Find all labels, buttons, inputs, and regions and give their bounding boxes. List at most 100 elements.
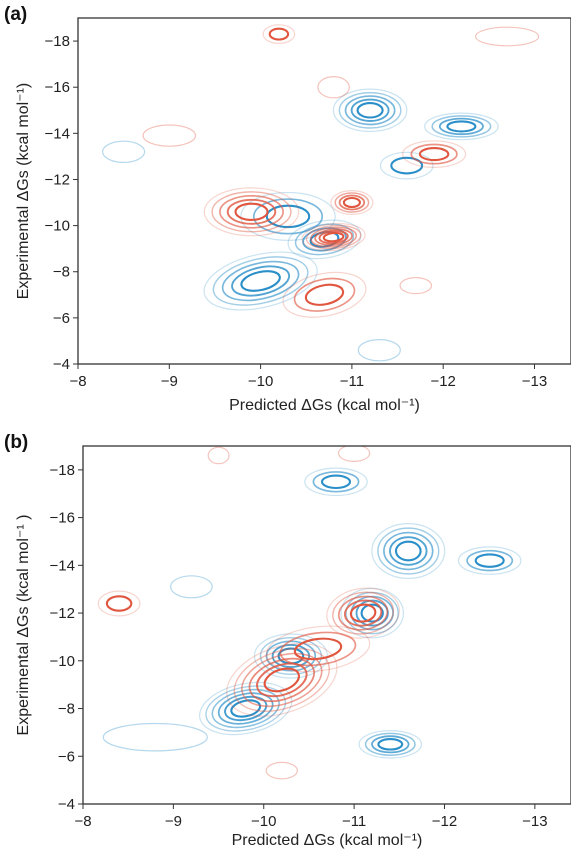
- contour-line: [334, 192, 370, 213]
- y-tick-label: −4: [53, 356, 70, 373]
- contour-line: [394, 540, 422, 562]
- contour-line: [337, 446, 371, 462]
- contour-line: [343, 599, 383, 627]
- contour-line: [466, 549, 514, 572]
- contour-line: [203, 187, 300, 237]
- contour-line: [205, 685, 287, 732]
- contour-line: [356, 102, 384, 119]
- x-tick-label: −8: [74, 813, 91, 830]
- panel-b-contours: [97, 446, 522, 780]
- contour-line: [326, 587, 400, 639]
- contour-line: [350, 98, 390, 122]
- contour-line: [101, 140, 146, 163]
- contour-line: [231, 265, 291, 297]
- contour-line: [358, 729, 423, 759]
- contour-line: [390, 156, 424, 175]
- contour-line: [410, 143, 458, 165]
- contour-line: [371, 735, 410, 754]
- contour-line: [305, 224, 362, 250]
- contour-line: [438, 117, 484, 136]
- y-tick-label: −16: [50, 510, 75, 527]
- contour-line: [342, 196, 361, 209]
- panel-b-x-axis-title: Predicted ΔGs (kcal mol⁻¹): [232, 832, 423, 849]
- y-tick-label: −12: [45, 171, 70, 188]
- contour-line: [207, 446, 230, 465]
- contour-line: [211, 191, 292, 233]
- contour-line: [332, 591, 395, 635]
- contour-line: [304, 283, 345, 306]
- contour-line: [105, 595, 133, 612]
- contour-line: [310, 226, 358, 248]
- contour-line: [364, 732, 416, 756]
- y-tick-label: −14: [50, 557, 75, 574]
- contour-line: [259, 636, 323, 676]
- contour-line: [322, 231, 345, 243]
- y-tick-label: −10: [45, 218, 70, 235]
- contour-line: [379, 151, 434, 180]
- contour-line: [279, 631, 357, 667]
- contour-line: [268, 27, 290, 41]
- contour-line: [265, 761, 298, 780]
- contour-line: [424, 112, 499, 141]
- contour-line: [142, 124, 197, 147]
- contour-line: [241, 652, 323, 708]
- x-tick-label: −13: [522, 373, 547, 390]
- contour-line: [263, 667, 301, 693]
- contour-line: [357, 339, 401, 362]
- contour-line: [418, 147, 450, 162]
- panel-b-y-axis-title: Experimental ΔGs (kcal mol⁻¹ ): [15, 515, 32, 736]
- contour-line: [383, 531, 434, 571]
- x-tick-label: −11: [342, 813, 366, 830]
- contour-line: [226, 198, 277, 225]
- panel-b-ticks: −8 −9 −10 −11 −12 −13 −4 −6 −8 −10 −12 −14 −16 −18: [50, 462, 548, 830]
- contour-line: [294, 223, 355, 256]
- contour-line: [293, 277, 356, 312]
- y-tick-label: −14: [45, 125, 70, 142]
- y-tick-label: −8: [53, 264, 70, 281]
- contour-line: [221, 260, 300, 302]
- contour-line: [338, 194, 366, 211]
- x-tick-label: −12: [432, 813, 457, 830]
- contour-line: [262, 24, 296, 44]
- contour-line: [345, 591, 399, 635]
- contour-line: [338, 91, 402, 129]
- contour-line: [344, 95, 396, 126]
- contour-line: [265, 625, 371, 673]
- contour-line: [399, 277, 433, 295]
- contour-line: [199, 681, 293, 736]
- panel-a: (a) −8 −9 −10 −11 −12 −13 −4 −6 −8 −10 −12 −14 −16 −1…: [4, 4, 571, 414]
- y-tick-label: −10: [50, 653, 75, 670]
- contour-line: [389, 536, 428, 566]
- contour-line: [282, 271, 367, 318]
- contour-line: [332, 88, 408, 133]
- contour-line: [340, 587, 405, 639]
- contour-line: [377, 738, 404, 751]
- contour-line: [371, 522, 446, 579]
- contour-line: [320, 474, 352, 490]
- panel-b-plot-frame: [82, 445, 571, 805]
- contour-line: [360, 603, 384, 623]
- contour-line: [293, 637, 343, 661]
- panel-b-label: (b): [4, 432, 28, 453]
- contour-line: [203, 251, 318, 311]
- contour-line: [349, 603, 377, 623]
- y-tick-label: −4: [58, 796, 75, 813]
- contour-line: [219, 194, 284, 229]
- contour-line: [337, 595, 389, 631]
- contour-line: [475, 26, 540, 47]
- contour-line: [457, 546, 522, 575]
- panel-b: (b) −8 −9 −10 −11 −12 −13 −4 −6 −8 −10 −12 −14 −16 −1…: [4, 432, 571, 849]
- x-tick-label: −9: [165, 813, 182, 830]
- panel-a-label: (a): [4, 4, 27, 25]
- contour-line: [377, 527, 440, 575]
- contour-line: [240, 191, 336, 241]
- contour-line: [252, 198, 324, 235]
- y-tick-label: −18: [50, 462, 75, 479]
- contour-line: [330, 190, 374, 216]
- contour-line: [312, 471, 360, 493]
- contour-line: [474, 553, 505, 568]
- panel-a-ticks: −8 −9 −10 −11 −12 −13 −4 −6 −8 −10 −12 −14 −16 −18: [45, 33, 548, 390]
- contour-line: [314, 228, 353, 246]
- contour-line: [248, 657, 315, 703]
